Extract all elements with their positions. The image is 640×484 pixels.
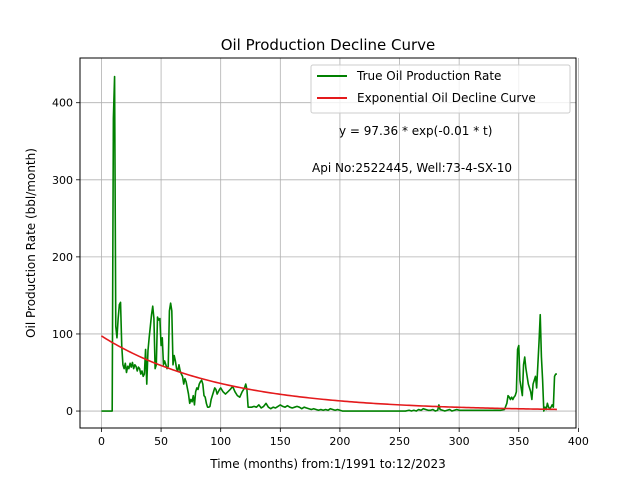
legend-label-true-rate: True Oil Production Rate <box>356 69 501 83</box>
x-tick-label: 250 <box>389 435 410 448</box>
legend: True Oil Production Rate Exponential Oil… <box>310 64 571 114</box>
x-tick-label: 200 <box>329 435 350 448</box>
equation-annotation: y = 97.36 * exp(-0.01 * t) <box>339 124 492 138</box>
x-tick-label: 150 <box>270 435 291 448</box>
x-tick-label: 400 <box>568 435 589 448</box>
y-tick-label: 400 <box>52 97 73 110</box>
y-axis-ticks: 0 100 200 300 400 <box>52 97 80 418</box>
legend-label-exponential-curve: Exponential Oil Decline Curve <box>357 91 536 105</box>
well-annotation: Api No:2522445, Well:73-4-SX-10 <box>312 161 512 175</box>
chart-title: Oil Production Decline Curve <box>221 36 436 54</box>
series-line-exponential-curve <box>101 335 557 411</box>
y-tick-label: 0 <box>66 405 73 418</box>
x-axis-label: Time (months) from:1/1991 to:12/2023 <box>209 457 446 471</box>
series-line-true-rate <box>101 75 557 412</box>
x-tick-label: 0 <box>98 435 105 448</box>
x-tick-label: 50 <box>154 435 168 448</box>
y-tick-label: 300 <box>52 174 73 187</box>
x-tick-label: 100 <box>210 435 231 448</box>
plot-lines <box>101 75 557 412</box>
legend-box <box>310 64 571 114</box>
x-tick-label: 350 <box>508 435 529 448</box>
y-tick-label: 200 <box>52 251 73 264</box>
y-tick-label: 100 <box>52 328 73 341</box>
y-axis-label: Oil Production Rate (bbl/month) <box>24 148 38 338</box>
x-tick-label: 300 <box>449 435 470 448</box>
plot-frame <box>79 57 577 429</box>
x-axis-ticks: 0 50 100 150 200 250 300 350 400 <box>98 428 589 448</box>
